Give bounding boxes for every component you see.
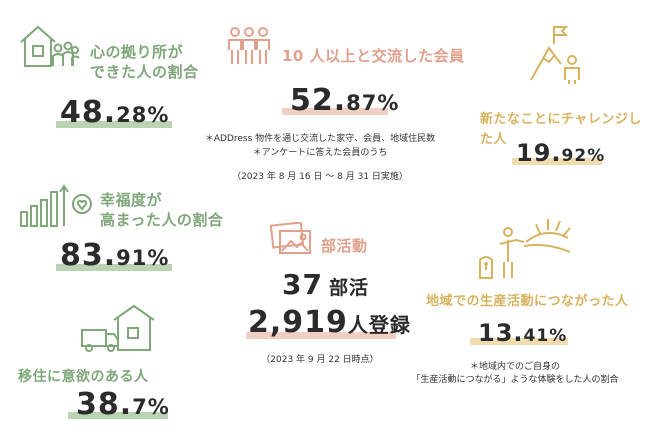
- clubs-members: 2,919人登録: [248, 306, 411, 342]
- belonging-value-int: 48.: [60, 95, 117, 130]
- exchange-note1: ＊ADDress 物件を通じ交流した家守、会員、地域住民数: [204, 134, 436, 144]
- exchange-note2: ＊アンケートに答えた会員のうち: [252, 148, 388, 158]
- growth-chart-heart-icon: [20, 184, 92, 227]
- belonging-label-line1: 心の拠り所が: [90, 43, 184, 61]
- challenge-highlight: [512, 158, 602, 165]
- happiness-value-int: 83.: [60, 238, 117, 273]
- belonging-value-unit: %: [147, 103, 170, 127]
- belonging-value: 48.28%: [60, 96, 169, 132]
- regional-note2: 「生産活動につながる」ような体験をした人の割合: [411, 375, 619, 385]
- happiness-value: 83.91%: [60, 239, 169, 275]
- clubs-members-highlight: [246, 332, 396, 339]
- relocation-value: 38.7%: [76, 388, 170, 424]
- challenge-value-int: 19.: [516, 139, 562, 167]
- exchange-period: （2023 年 8 月 16 日 〜 8 月 31 日実施）: [232, 172, 408, 182]
- belonging-value-dec: 28: [116, 103, 148, 127]
- clubs-date: （2023 年 9 月 22 日時点）: [261, 355, 379, 365]
- regional-value-dec: 41: [523, 326, 550, 346]
- mountain-flag-icon: [530, 26, 580, 84]
- happiness-label-line1: 幸福度が: [100, 191, 163, 209]
- relocation-value-int: 38.: [76, 387, 133, 422]
- clubs-label: 部活動: [321, 237, 368, 255]
- exchange-value: 52.87%: [290, 84, 399, 120]
- exchange-value-dec: 87: [346, 91, 378, 115]
- regional-value-int: 13.: [478, 319, 524, 347]
- belonging-label-line2: できた人の割合: [90, 63, 199, 81]
- clubs-count-unit: 部活: [328, 277, 369, 299]
- clubs-members-num: 2,919: [248, 305, 348, 340]
- exchange-value-unit: %: [377, 91, 400, 115]
- regional-note1: ＊地域内でのご自身の: [469, 362, 560, 372]
- relocation-value-dec: 7: [132, 395, 148, 419]
- happiness-value-unit: %: [147, 246, 170, 270]
- clubs-members-unit: 人登録: [347, 313, 411, 337]
- photos-icon: [270, 222, 311, 254]
- exchange-label: 10 人以上と交流した会員: [282, 47, 465, 65]
- challenge-label: 新たなことにチャレンジした人: [480, 112, 642, 147]
- challenge-value-dec: 92: [561, 146, 588, 166]
- challenge-value: 19.92%: [516, 136, 605, 173]
- group-people-icon: [228, 27, 270, 64]
- farmer-sunrise-icon: [479, 219, 571, 279]
- exchange-highlight: [282, 108, 388, 115]
- exchange-value-int: 52.: [290, 83, 347, 118]
- challenge-value-unit: %: [587, 146, 606, 166]
- relocation-value-unit: %: [147, 395, 170, 419]
- clubs-count-num: 37: [282, 268, 323, 301]
- happiness-label-line2: 高まった人の割合: [100, 211, 224, 229]
- regional-value: 13.41%: [478, 316, 567, 353]
- happiness-value-dec: 91: [116, 246, 148, 270]
- house-people-icon: [20, 25, 80, 67]
- regional-value-unit: %: [549, 326, 568, 346]
- regional-label: 地域での生産活動につながった人: [426, 294, 629, 309]
- relocation-highlight: [68, 412, 168, 419]
- regional-highlight: [470, 338, 568, 345]
- happiness-highlight: [56, 264, 172, 271]
- relocation-label: 移住に意欲のある人: [18, 369, 149, 385]
- belonging-highlight: [56, 121, 172, 128]
- house-truck-icon: [81, 304, 155, 352]
- clubs-count: 37 部活: [282, 268, 369, 305]
